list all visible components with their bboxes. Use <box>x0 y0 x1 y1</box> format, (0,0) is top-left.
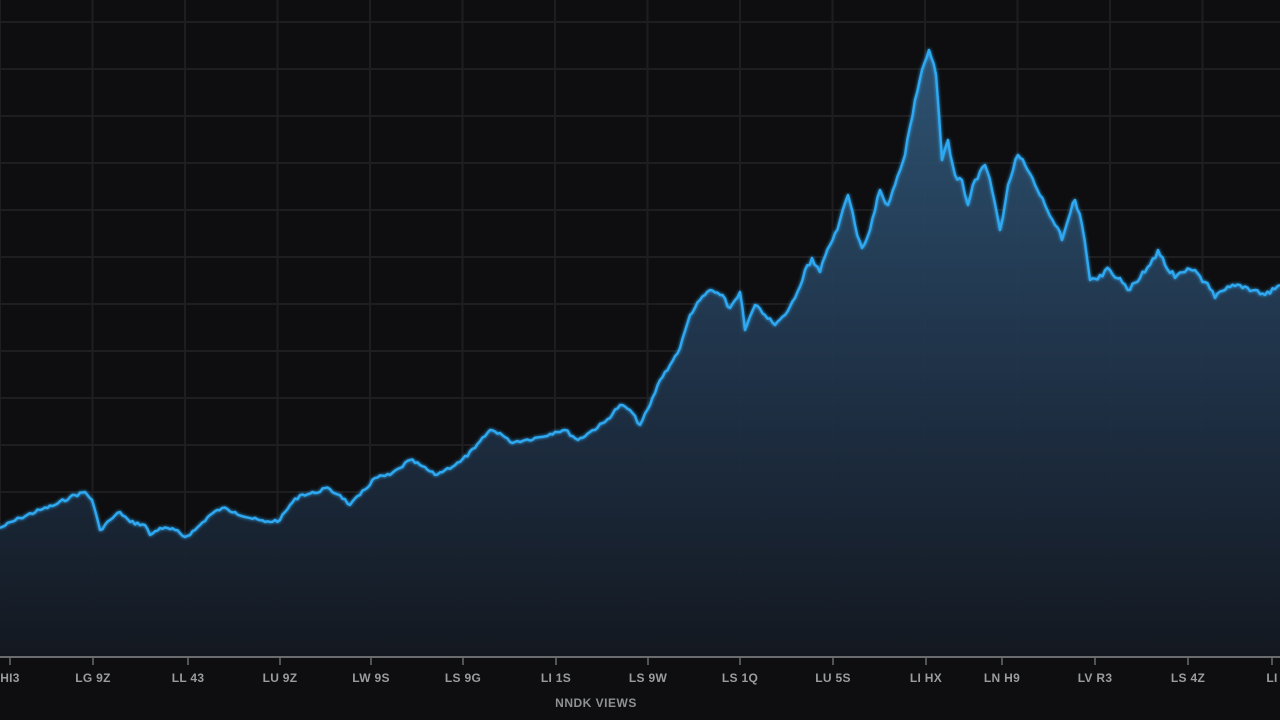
x-axis-title: NNDK VIEWS <box>555 696 637 710</box>
area-fill <box>0 50 1280 657</box>
x-tick-label: HI3 <box>0 671 20 685</box>
x-tick-label: LS 9W <box>628 671 668 685</box>
x-tick-label: LS 4Z <box>1170 671 1206 685</box>
x-tick-label: LV R3 <box>1077 671 1113 685</box>
data-line <box>0 48 1280 539</box>
x-tick-label: LL 43 <box>171 671 205 685</box>
x-tick-label: LU 9Z <box>262 671 298 685</box>
x-axis-ticks <box>9 657 1273 665</box>
x-tick-label: LG 9Z <box>75 671 111 685</box>
x-tick-label: LS 9G <box>444 671 482 685</box>
x-tick-label: LI <box>1266 671 1278 685</box>
x-tick-label: LI HX <box>909 671 943 685</box>
x-tick-label: LN H9 <box>983 671 1021 685</box>
x-tick-label: LW 9S <box>352 671 390 685</box>
x-tick-label: LS 1Q <box>721 671 759 685</box>
x-tick-label: LU 5S <box>815 671 851 685</box>
x-tick-label: LI 1S <box>540 671 572 685</box>
